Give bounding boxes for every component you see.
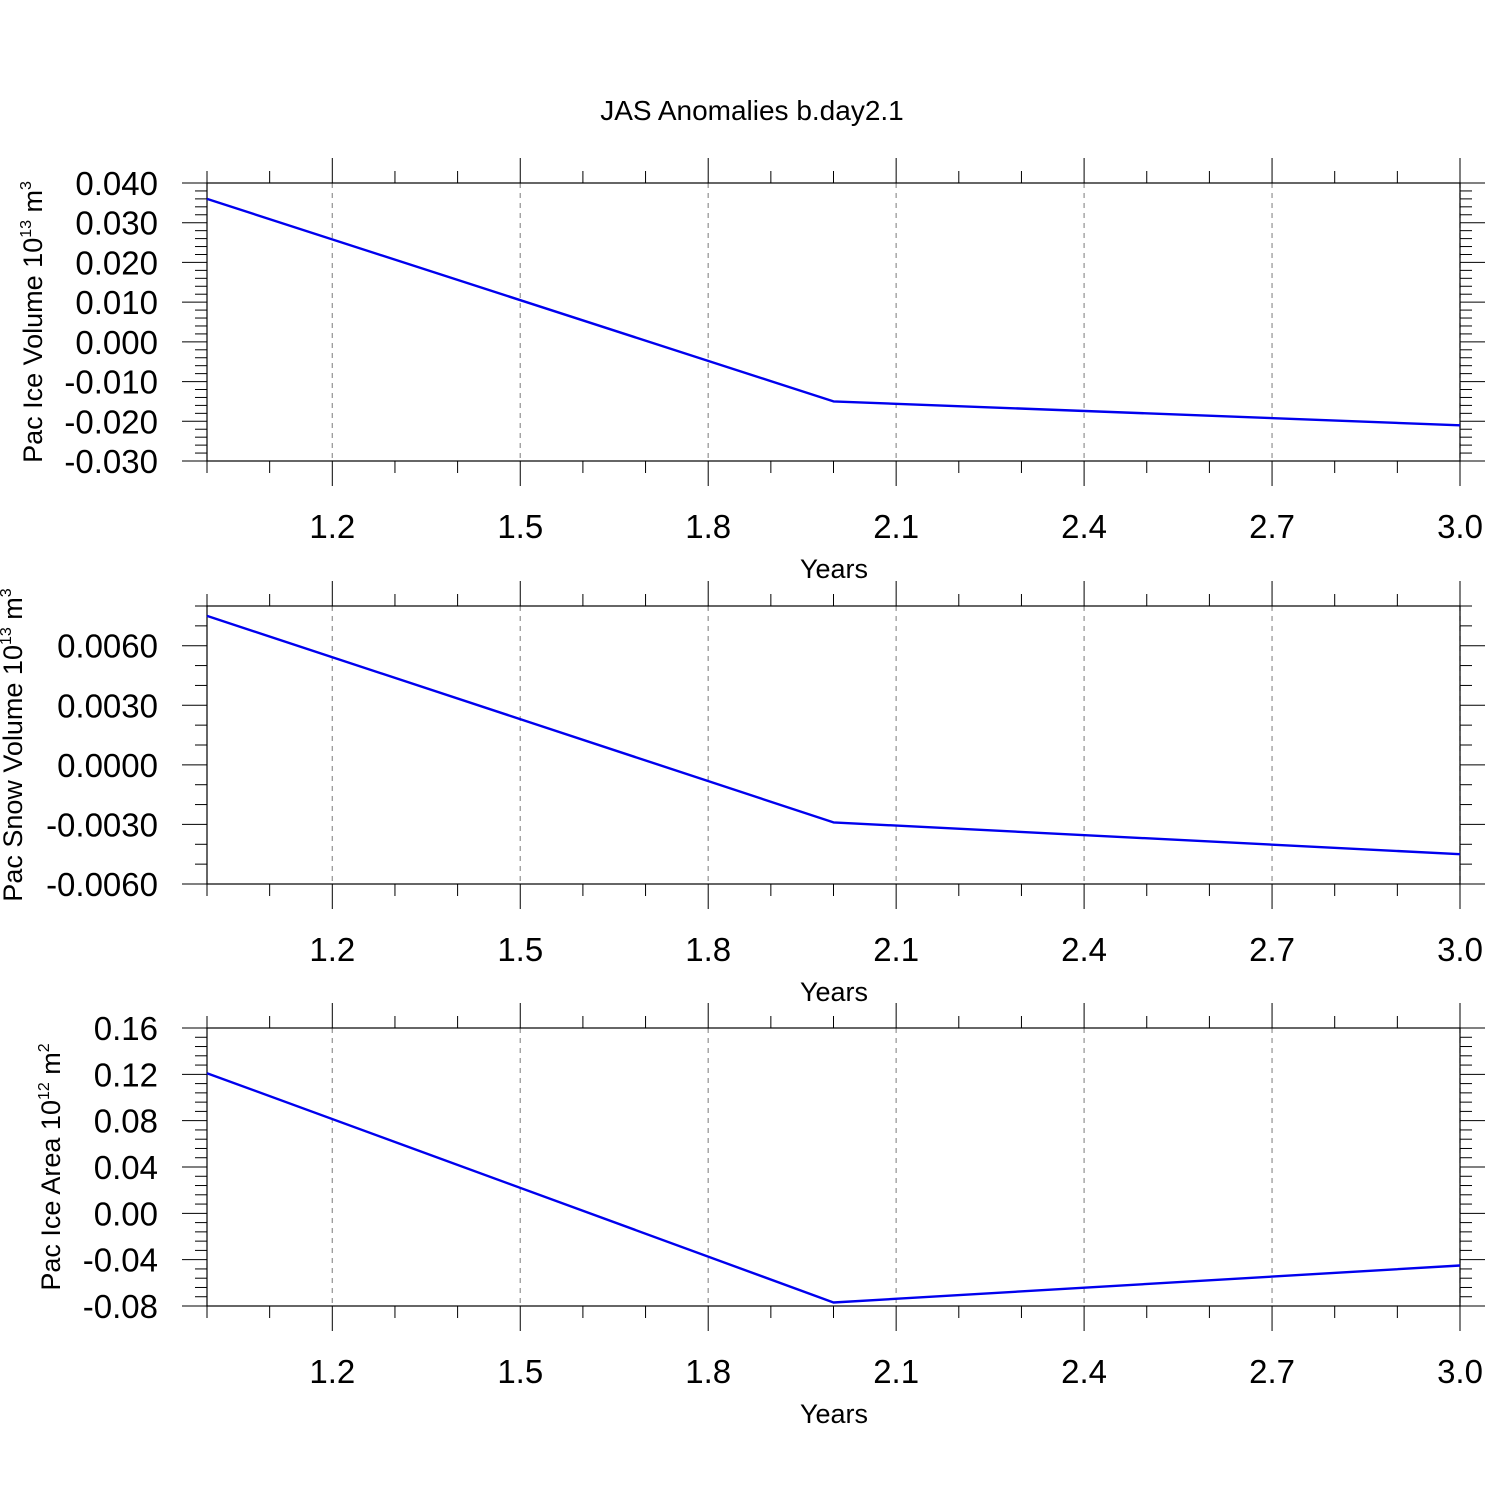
- panel-2: 1.2 1.5 1.8 2.1 2.4 2.7 3.0 -0.0060 -0.0030 0.000…: [0, 581, 1485, 1007]
- y-tick-label: -0.030: [64, 443, 158, 480]
- y-tick-label: -0.0030: [46, 806, 158, 843]
- y-axis-label-part: 13: [0, 627, 15, 645]
- y-tick-label: -0.04: [83, 1242, 158, 1279]
- x-axis-label: Years: [800, 1399, 868, 1429]
- y-axis-label-part: 3: [0, 588, 15, 597]
- y-tick-label: 0.000: [75, 324, 158, 361]
- x-tick-label: 1.8: [685, 1353, 731, 1390]
- x-tick-label: 3.0: [1437, 1353, 1483, 1390]
- x-tick-label: 1.2: [309, 1353, 355, 1390]
- x-tick-label: 1.5: [497, 931, 543, 968]
- y-axis-label-part: Pac Ice Area: [36, 1130, 66, 1291]
- x-tick-label: 2.4: [1061, 1353, 1107, 1390]
- y-axis-label-part: m: [0, 597, 28, 627]
- x-tick-label: 1.8: [685, 508, 731, 545]
- x-tick-label: 2.7: [1249, 931, 1295, 968]
- y-axis-label-part: 12: [36, 1082, 53, 1100]
- y-axis-label: Pac Snow Volume 1013 m3: [0, 588, 28, 901]
- y-tick-label: 0.08: [94, 1103, 158, 1140]
- x-tick-label: 2.7: [1249, 1353, 1295, 1390]
- x-tick-label: 2.1: [873, 1353, 919, 1390]
- y-tick-label: -0.020: [64, 403, 158, 440]
- x-tick-label: 1.2: [309, 508, 355, 545]
- x-tick-label: 2.1: [873, 931, 919, 968]
- y-tick-label: 0.040: [75, 165, 158, 202]
- y-axis-label-part: 13: [18, 220, 35, 238]
- y-tick-label: 0.0030: [57, 687, 158, 724]
- y-axis-label-part: 3: [18, 181, 35, 190]
- x-tick-label: 1.5: [497, 508, 543, 545]
- y-axis-label-part: 10: [36, 1100, 66, 1130]
- y-axis-label-part: 10: [0, 645, 28, 675]
- x-tick-label: 3.0: [1437, 508, 1483, 545]
- x-tick-label: 3.0: [1437, 931, 1483, 968]
- x-axis-label: Years: [800, 977, 868, 1007]
- y-tick-label: 0.020: [75, 244, 158, 281]
- panel-3: 1.2 1.5 1.8 2.1 2.4 2.7 3.0 -0.08 -0.04 0.00 0.04 0…: [36, 1003, 1485, 1429]
- y-tick-label: -0.010: [64, 364, 158, 401]
- y-tick-label: 0.010: [75, 284, 158, 321]
- y-axis-label: Pac Ice Volume 1013 m3: [18, 181, 48, 463]
- panel-1: 1.2 1.5 1.8 2.1 2.4 2.7 3.0-0.030-0.020-0.0100…: [18, 158, 1485, 584]
- y-axis-label-part: 10: [18, 238, 48, 268]
- y-axis-label-part: m: [18, 190, 48, 220]
- y-tick-label: 0.04: [94, 1149, 158, 1186]
- y-axis-label-part: Pac Snow Volume: [0, 675, 28, 902]
- x-tick-label: 2.4: [1061, 931, 1107, 968]
- x-tick-label: 1.2: [309, 931, 355, 968]
- y-tick-label: 0.0000: [57, 747, 158, 784]
- x-tick-label: 2.7: [1249, 508, 1295, 545]
- y-tick-label: -0.08: [83, 1288, 158, 1325]
- y-axis-label-part: Pac Ice Volume: [18, 268, 48, 463]
- y-tick-label: 0.0060: [57, 628, 158, 665]
- x-axis-label: Years: [800, 554, 868, 584]
- y-tick-label: 0.12: [94, 1056, 158, 1093]
- y-tick-label: -0.0060: [46, 866, 158, 903]
- x-tick-label: 2.4: [1061, 508, 1107, 545]
- y-axis-label-part: m: [36, 1052, 66, 1082]
- x-tick-label: 1.8: [685, 931, 731, 968]
- y-axis-label-part: 2: [36, 1043, 53, 1052]
- chart-title: JAS Anomalies b.day2.1: [600, 95, 904, 126]
- x-tick-label: 1.5: [497, 1353, 543, 1390]
- series-line: [206, 197, 1461, 427]
- y-axis-label: Pac Ice Area 1012 m2: [36, 1043, 66, 1290]
- x-tick-label: 2.1: [873, 508, 919, 545]
- y-tick-label: 0.00: [94, 1195, 158, 1232]
- y-tick-label: 0.030: [75, 205, 158, 242]
- y-tick-label: 0.16: [94, 1010, 158, 1047]
